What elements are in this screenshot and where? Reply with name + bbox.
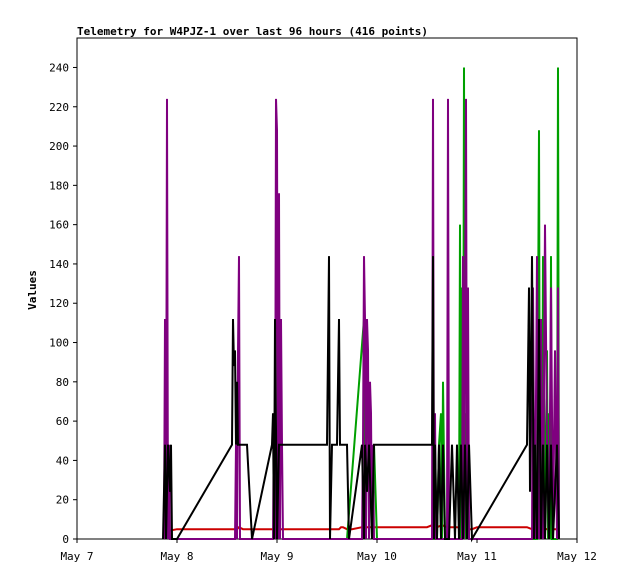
x-tick-label: May 9 xyxy=(260,550,293,563)
y-tick-label: 40 xyxy=(56,454,69,467)
x-tick-label: May 10 xyxy=(357,550,397,563)
series-line-3 xyxy=(162,256,560,543)
chart-title: Telemetry for W4PJZ-1 over last 96 hours… xyxy=(77,25,428,38)
y-tick-label: 140 xyxy=(49,258,69,271)
series-layer xyxy=(162,67,560,543)
y-tick-label: 120 xyxy=(49,297,69,310)
y-tick-label: 0 xyxy=(62,533,69,546)
x-tick-label: May 8 xyxy=(160,550,193,563)
y-tick-label: 240 xyxy=(49,61,69,74)
y-tick-label: 60 xyxy=(56,415,69,428)
x-tick-label: May 11 xyxy=(457,550,497,563)
axis-layer: 0 20 40 60 80 100 120 140 160 180 200 220 240 May 7 Ma… xyxy=(49,61,597,563)
y-tick-label: 220 xyxy=(49,101,69,114)
y-axis-label: Values xyxy=(26,270,39,310)
y-tick-label: 100 xyxy=(49,337,69,350)
y-tick-label: 200 xyxy=(49,140,69,153)
y-tick-label: 160 xyxy=(49,219,69,232)
x-tick-label: May 7 xyxy=(60,550,93,563)
y-tick-label: 20 xyxy=(56,494,69,507)
y-tick-label: 180 xyxy=(49,179,69,192)
x-tick-label: May 12 xyxy=(557,550,597,563)
y-tick-label: 80 xyxy=(56,376,69,389)
